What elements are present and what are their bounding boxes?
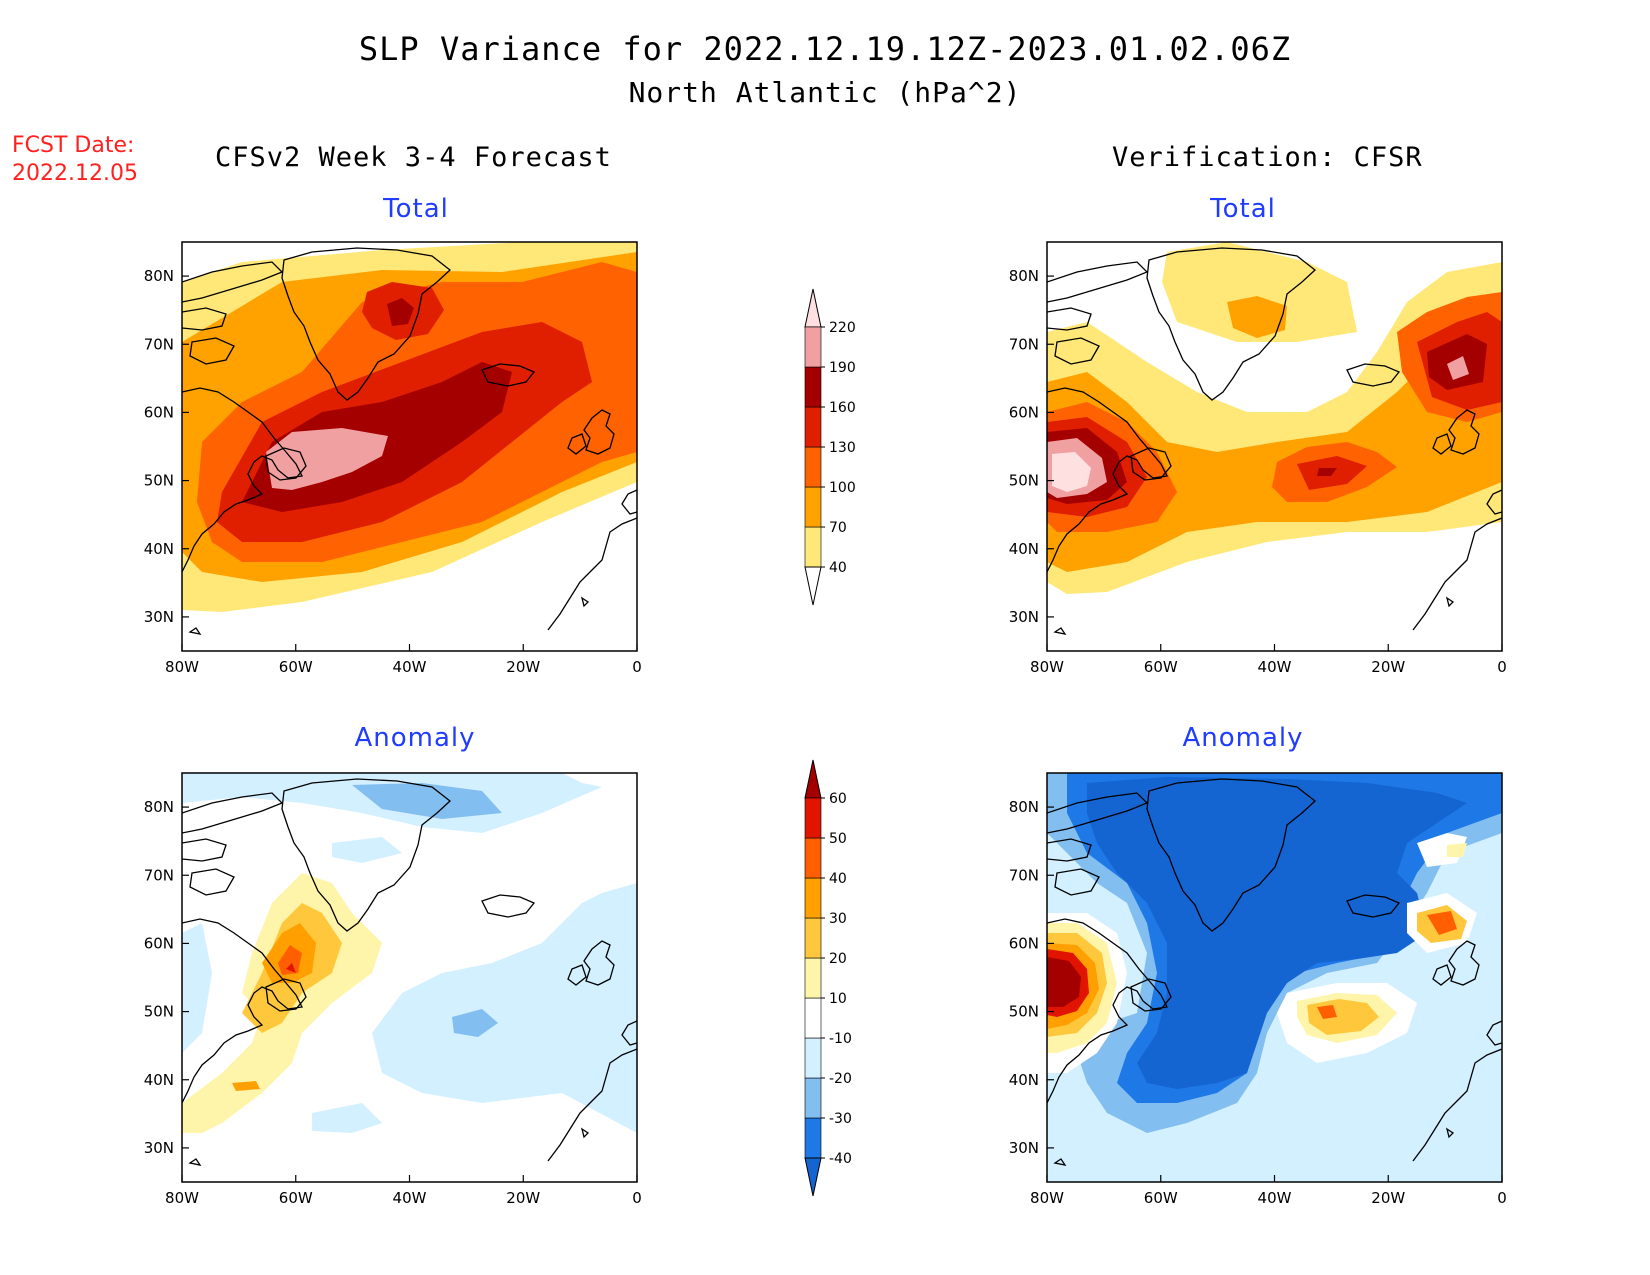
- lat-tick-label: 30N: [1009, 608, 1039, 626]
- forecast-anomaly-map: [182, 773, 637, 1182]
- lat-tick-label: 80N: [1009, 798, 1039, 816]
- colorbar-bottom-arrow: [804, 566, 822, 606]
- lat-tick-label: 70N: [144, 866, 174, 884]
- lon-tick-label: 40W: [393, 1189, 427, 1207]
- lat-tick-label: 30N: [1009, 1139, 1039, 1157]
- lon-tick-label: 20W: [506, 1189, 540, 1207]
- colorbar-segment: [804, 406, 822, 448]
- colorbar-label: -20: [829, 1071, 852, 1087]
- lat-tick-label: 30N: [144, 1139, 174, 1157]
- colorbar-label: 40: [829, 560, 847, 576]
- fcst-date-label: FCST Date:: [12, 133, 135, 158]
- lat-tick-label: 60N: [144, 934, 174, 952]
- colorbar-label: 100: [829, 480, 856, 496]
- colorbar-label: 60: [829, 791, 847, 807]
- lon-tick-label: 0: [632, 1189, 642, 1207]
- colorbar-label: -10: [829, 1031, 852, 1047]
- colorbar-segment: [804, 957, 822, 999]
- colorbar-bottom-arrow: [804, 1157, 822, 1197]
- colorbar-segment: [804, 1117, 822, 1159]
- forecast-total-title: Total: [383, 194, 449, 224]
- verification-total-map: [1047, 242, 1502, 651]
- verification-total-title: Total: [1210, 194, 1276, 224]
- colorbar-segment: [804, 877, 822, 919]
- colorbar-label: 130: [829, 440, 856, 456]
- verification-column-header: Verification: CFSR: [1112, 142, 1423, 173]
- colorbar-anomaly: -40 -30 -20 -10 10 20 30 40 50 60: [804, 759, 852, 1197]
- colorbar-segment: [804, 1077, 822, 1119]
- colorbar-label: 30: [829, 911, 847, 927]
- lat-tick-label: 70N: [1009, 866, 1039, 884]
- colorbar-top-arrow: [804, 759, 822, 799]
- lon-tick-label: 80W: [1030, 1189, 1064, 1207]
- colorbar-segment: [804, 526, 822, 568]
- lon-tick-label: 60W: [1144, 1189, 1178, 1207]
- lat-tick-label: 50N: [144, 1003, 174, 1021]
- lat-tick-label: 30N: [144, 608, 174, 626]
- verification-anomaly-title: Anomaly: [1182, 723, 1304, 753]
- lat-tick-label: 60N: [1009, 934, 1039, 952]
- lon-tick-label: 20W: [506, 658, 540, 676]
- verification-anomaly-map: [1047, 773, 1502, 1182]
- forecast-column-header: CFSv2 Week 3-4 Forecast: [215, 142, 612, 173]
- colorbar-label: -30: [829, 1111, 852, 1127]
- colorbar-segment: [804, 1037, 822, 1079]
- lat-tick-label: 60N: [1009, 403, 1039, 421]
- colorbar-label: 20: [829, 951, 847, 967]
- colorbar-label: 190: [829, 360, 856, 376]
- figure-title: SLP Variance for 2022.12.19.12Z-2023.01.…: [358, 30, 1292, 68]
- lon-tick-label: 0: [1497, 1189, 1507, 1207]
- lat-tick-label: 80N: [1009, 267, 1039, 285]
- lon-tick-label: 40W: [1258, 1189, 1292, 1207]
- colorbar-label: 70: [829, 520, 847, 536]
- colorbar-top-arrow: [804, 288, 822, 328]
- lat-tick-label: 70N: [144, 335, 174, 353]
- lon-tick-label: 20W: [1371, 658, 1405, 676]
- colorbar-segment: [804, 486, 822, 528]
- lon-tick-label: 60W: [1144, 658, 1178, 676]
- lat-tick-label: 40N: [144, 1071, 174, 1089]
- colorbar-segment: [804, 837, 822, 879]
- lon-tick-label: 0: [632, 658, 642, 676]
- fcst-date-value: 2022.12.05: [12, 161, 138, 186]
- colorbar-label: 10: [829, 991, 847, 1007]
- lon-tick-label: 40W: [1258, 658, 1292, 676]
- lat-tick-label: 70N: [1009, 335, 1039, 353]
- colorbar-segment: [804, 797, 822, 839]
- lon-tick-label: 40W: [393, 658, 427, 676]
- colorbar-segment: [804, 446, 822, 488]
- lon-tick-label: 80W: [165, 1189, 199, 1207]
- lon-tick-label: 60W: [279, 658, 313, 676]
- lon-tick-label: 80W: [1030, 658, 1064, 676]
- colorbar-label: 220: [829, 320, 856, 336]
- lon-tick-label: 80W: [165, 658, 199, 676]
- colorbar-label: -40: [829, 1151, 852, 1167]
- colorbar-total: 40 70 100 130 160 190 220: [804, 288, 856, 606]
- forecast-total-map: [182, 242, 637, 651]
- lat-tick-label: 40N: [1009, 1071, 1039, 1089]
- lon-tick-label: 20W: [1371, 1189, 1405, 1207]
- axes-layer: 80W 60W 40W 20W 0 80N 70N 60N 50N 40N 30N 80W 60W 40W…: [144, 267, 1507, 1207]
- colorbar-segment: [804, 366, 822, 408]
- lat-tick-label: 40N: [1009, 540, 1039, 558]
- colorbar-label: 40: [829, 871, 847, 887]
- figure-subtitle: North Atlantic (hPa^2): [628, 76, 1022, 109]
- colorbar-label: 160: [829, 400, 856, 416]
- lat-tick-label: 60N: [144, 403, 174, 421]
- colorbar-segment: [804, 917, 822, 959]
- colorbar-segment: [804, 997, 822, 1039]
- forecast-anomaly-title: Anomaly: [354, 723, 476, 753]
- lon-tick-label: 60W: [279, 1189, 313, 1207]
- colorbar-label: 50: [829, 831, 847, 847]
- lat-tick-label: 80N: [144, 798, 174, 816]
- lat-tick-label: 80N: [144, 267, 174, 285]
- lat-tick-label: 50N: [1009, 472, 1039, 490]
- lat-tick-label: 40N: [144, 540, 174, 558]
- lat-tick-label: 50N: [1009, 1003, 1039, 1021]
- lat-tick-label: 50N: [144, 472, 174, 490]
- lon-tick-label: 0: [1497, 658, 1507, 676]
- colorbar-segment: [804, 326, 822, 368]
